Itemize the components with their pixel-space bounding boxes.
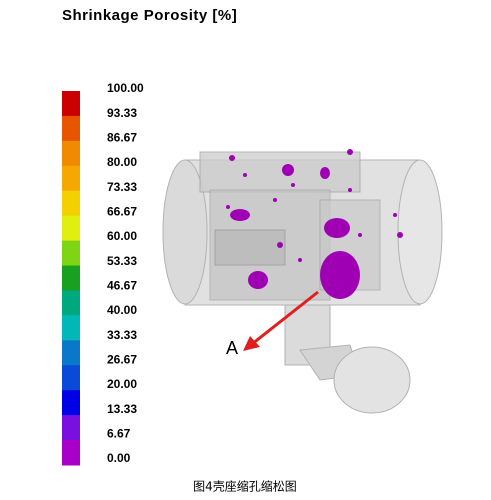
legend-swatch bbox=[62, 115, 80, 142]
legend-label: 46.67 bbox=[107, 279, 137, 293]
legend-swatch bbox=[62, 140, 80, 167]
legend-label: 26.67 bbox=[107, 353, 137, 367]
annotation: A bbox=[226, 338, 238, 358]
legend-label: 73.33 bbox=[107, 180, 137, 194]
legend-swatch bbox=[62, 165, 80, 192]
legend-swatch bbox=[62, 365, 80, 391]
legend-label: 0.00 bbox=[107, 451, 131, 465]
legend-swatch bbox=[62, 215, 80, 242]
legend-label: 40.00 bbox=[107, 303, 137, 317]
legend-swatch bbox=[62, 415, 80, 441]
color-legend: 100.00 93.33 86.67 80.00 73.33 66.67 60.00 53.3… bbox=[62, 81, 144, 466]
legend-label: 66.67 bbox=[107, 205, 137, 219]
legend-swatch bbox=[62, 315, 80, 341]
legend-label: 60.00 bbox=[107, 229, 137, 243]
legend-swatch bbox=[62, 340, 80, 366]
legend-label: 53.33 bbox=[107, 254, 137, 268]
legend-label: 80.00 bbox=[107, 155, 137, 169]
legend-swatch bbox=[62, 290, 80, 316]
legend-swatch bbox=[62, 91, 80, 117]
porosity-regions bbox=[226, 149, 403, 299]
legend-label: 13.33 bbox=[107, 402, 137, 416]
legend-label: 100.00 bbox=[107, 81, 144, 95]
legend-label: 93.33 bbox=[107, 106, 137, 120]
legend-swatch bbox=[62, 440, 80, 466]
legend-swatch bbox=[62, 265, 80, 291]
legend-label: 20.00 bbox=[107, 377, 137, 391]
title: Shrinkage Porosity [%] bbox=[62, 7, 237, 24]
casting-render bbox=[162, 151, 443, 414]
legend-swatch bbox=[62, 190, 80, 217]
legend-swatch bbox=[62, 390, 80, 416]
legend-label: 6.67 bbox=[107, 427, 131, 441]
legend-swatch bbox=[62, 240, 80, 267]
legend-label: 86.67 bbox=[107, 131, 137, 145]
caption: 图4壳座缩孔缩松图 bbox=[193, 479, 297, 494]
arrow bbox=[243, 290, 319, 351]
legend-label: 33.33 bbox=[107, 328, 137, 342]
